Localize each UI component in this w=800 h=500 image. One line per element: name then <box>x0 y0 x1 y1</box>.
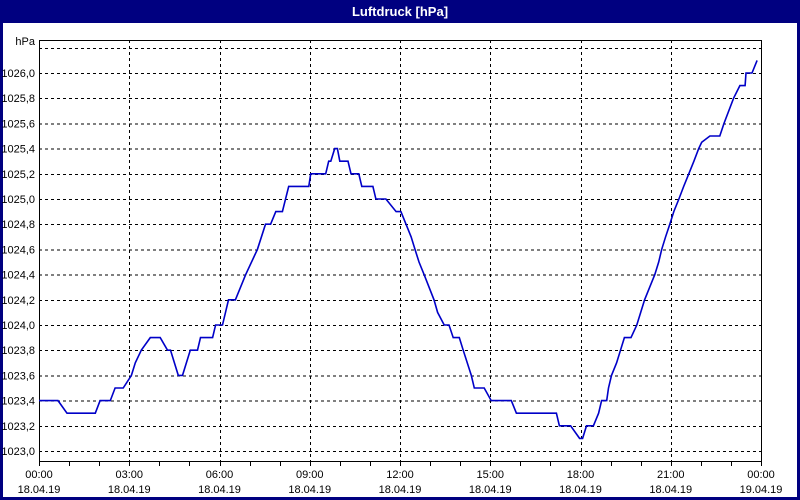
x-axis-time-label: 15:00 <box>476 469 504 481</box>
y-axis-label: 1026,0 <box>1 68 35 80</box>
x-axis-date-label: 19.04.19 <box>740 484 783 496</box>
x-axis-date-label: 18.04.19 <box>379 484 422 496</box>
pressure-curve <box>39 60 758 440</box>
x-axis-date-label: 18.04.19 <box>469 484 512 496</box>
x-axis-date-label: 18.04.19 <box>559 484 602 496</box>
y-axis-label: 1025,0 <box>1 194 35 206</box>
chart-title: Luftdruck [hPa] <box>351 4 449 19</box>
y-axis-label: 1023,4 <box>1 396 35 408</box>
x-axis-time-label: 12:00 <box>386 469 414 481</box>
x-axis-date-label: 18.04.19 <box>198 484 241 496</box>
x-axis-date-label: 18.04.19 <box>18 484 61 496</box>
x-axis-time-label: 00:00 <box>747 469 775 481</box>
y-axis-label: 1025,2 <box>1 169 35 181</box>
y-axis-label: 1024,2 <box>1 295 35 307</box>
x-axis-time-label: 09:00 <box>296 469 324 481</box>
y-axis-label: 1025,8 <box>1 93 35 105</box>
y-axis-label: 1023,0 <box>1 446 35 458</box>
y-axis-label: 1025,6 <box>1 118 35 130</box>
x-axis-time-label: 18:00 <box>567 469 595 481</box>
titlebar: Luftdruck [hPa] <box>0 0 800 23</box>
x-axis-time-label: 06:00 <box>206 469 234 481</box>
y-axis-label: 1024,4 <box>1 270 35 282</box>
y-axis-label: 1025,4 <box>1 144 35 156</box>
y-axis-label: 1023,8 <box>1 345 35 357</box>
x-axis-time-label: 21:00 <box>657 469 685 481</box>
x-axis-date-label: 18.04.19 <box>649 484 692 496</box>
x-axis-time-label: 03:00 <box>115 469 143 481</box>
x-axis-time-label: 00:00 <box>25 469 53 481</box>
y-axis-label: 1024,6 <box>1 244 35 256</box>
y-axis-unit-label: hPa <box>15 36 35 48</box>
y-axis-label: 1024,0 <box>1 320 35 332</box>
y-axis-label: 1024,8 <box>1 219 35 231</box>
x-axis-date-label: 18.04.19 <box>288 484 331 496</box>
x-axis-date-label: 18.04.19 <box>108 484 151 496</box>
y-axis-label: 1023,6 <box>1 370 35 382</box>
y-axis-label: 1023,2 <box>1 421 35 433</box>
